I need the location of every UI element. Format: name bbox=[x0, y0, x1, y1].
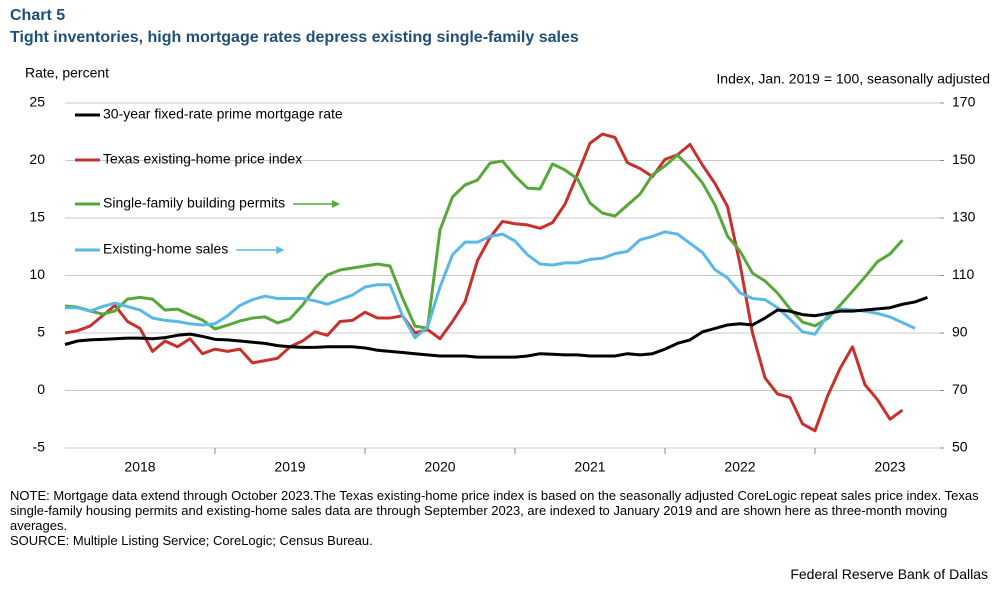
series-line bbox=[65, 230, 916, 340]
note: NOTE: Mortgage data extend through Octob… bbox=[10, 488, 979, 533]
source: SOURCE: Multiple Listing Service; CoreLo… bbox=[10, 533, 373, 548]
legend-arrowhead bbox=[276, 246, 285, 254]
legend-label: Existing-home sales bbox=[103, 241, 228, 257]
y2-tick-label: 70 bbox=[952, 381, 968, 397]
series-line bbox=[64, 153, 904, 331]
chart-title: Tight inventories, high mortgage rates d… bbox=[10, 29, 579, 46]
y2-axis-label: Index, Jan. 2019 = 100, seasonally adjus… bbox=[716, 71, 990, 87]
y2-tick-label: 110 bbox=[952, 266, 975, 282]
y2-tick-label: 50 bbox=[952, 439, 968, 455]
x-tick-label: 2023 bbox=[874, 459, 905, 475]
y-tick-label: 0 bbox=[37, 381, 45, 397]
x-tick-label: 2021 bbox=[574, 459, 605, 475]
y-tick-label: -5 bbox=[33, 439, 46, 455]
legend-label: Texas existing-home price index bbox=[103, 151, 302, 167]
y2-tick-label: 170 bbox=[952, 94, 976, 110]
y2-tick-label: 90 bbox=[952, 324, 968, 340]
x-tick-label: 2022 bbox=[724, 459, 755, 475]
x-tick-label: 2019 bbox=[274, 459, 305, 475]
y-axis-label: Rate, percent bbox=[25, 65, 109, 81]
legend-arrowhead bbox=[332, 200, 341, 208]
notes: NOTE: Mortgage data extend through Octob… bbox=[10, 488, 985, 548]
y-tick-label: 5 bbox=[37, 324, 45, 340]
chart-label: Chart 5 bbox=[10, 7, 65, 24]
y-tick-label: 20 bbox=[29, 151, 45, 167]
credit: Federal Reserve Bank of Dallas bbox=[790, 566, 988, 582]
y-tick-label: 10 bbox=[29, 266, 45, 282]
x-tick-label: 2020 bbox=[424, 459, 455, 475]
y2-tick-label: 150 bbox=[952, 151, 976, 167]
legend-label: 30-year fixed-rate prime mortgage rate bbox=[103, 106, 343, 122]
y-tick-label: 15 bbox=[29, 209, 45, 225]
y-tick-label: 25 bbox=[29, 94, 45, 110]
x-tick-label: 2018 bbox=[124, 459, 155, 475]
y2-tick-label: 130 bbox=[952, 209, 976, 225]
legend-label: Single-family building permits bbox=[103, 195, 285, 211]
series-line bbox=[64, 132, 904, 433]
series-line bbox=[64, 295, 929, 359]
